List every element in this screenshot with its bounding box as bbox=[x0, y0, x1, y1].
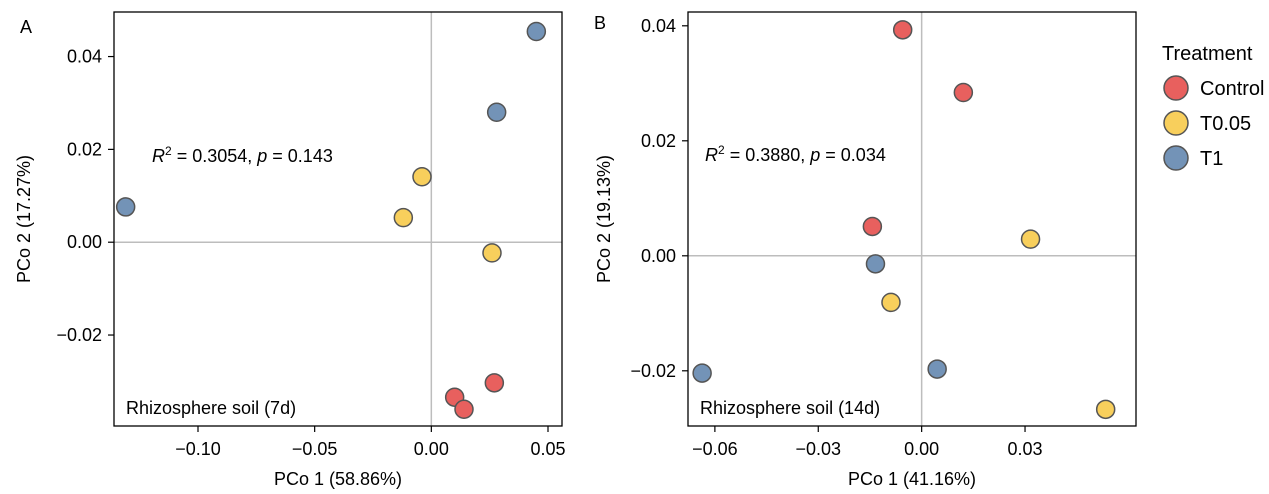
data-point-t005 bbox=[482, 243, 502, 263]
y-tick-label: −0.02 bbox=[630, 361, 676, 381]
data-point-t005 bbox=[412, 167, 432, 187]
panel-label: B bbox=[594, 13, 606, 33]
data-point-t005 bbox=[1095, 399, 1116, 420]
data-point-control bbox=[862, 216, 883, 237]
legend-marker bbox=[1163, 110, 1189, 136]
x-tick-label: −0.10 bbox=[175, 439, 221, 459]
y-tick-label: 0.04 bbox=[641, 16, 676, 36]
legend-title: Treatment bbox=[1162, 43, 1253, 65]
panel-b: −0.06 −0.03 0.00 0.03 −0.02 0.00 0.02 0.04 PCo 1… bbox=[594, 11, 1137, 489]
x-tick-label: 0.05 bbox=[530, 439, 565, 459]
x-tick-label: −0.03 bbox=[795, 439, 841, 459]
legend-label: Control bbox=[1200, 78, 1264, 100]
data-point-t1 bbox=[486, 102, 507, 123]
data-point-t1 bbox=[865, 254, 886, 274]
legend-marker bbox=[1163, 75, 1189, 101]
sample-annotation: Rhizosphere soil (7d) bbox=[126, 398, 296, 418]
legend: Treatment Control T0.05 T1 bbox=[1162, 43, 1264, 171]
data-point-t005 bbox=[1020, 229, 1041, 249]
legend-marker bbox=[1163, 145, 1189, 171]
data-point-t1 bbox=[692, 363, 712, 383]
data-point-control bbox=[484, 373, 505, 393]
data-point-control bbox=[454, 399, 474, 420]
y-axis-label: PCo 2 (19.13%) bbox=[594, 155, 614, 283]
stat-annotation: R2 = 0.3054, p = 0.143 bbox=[152, 144, 333, 166]
data-point-t1 bbox=[115, 197, 136, 217]
data-point-t005 bbox=[881, 292, 901, 313]
data-point-control bbox=[892, 20, 913, 40]
data-point-control bbox=[953, 82, 974, 103]
y-tick-label: −0.02 bbox=[56, 325, 102, 345]
x-tick-label: 0.03 bbox=[1008, 439, 1043, 459]
plot-frame bbox=[687, 11, 1137, 427]
y-tick-label: 0.00 bbox=[641, 246, 676, 266]
sample-annotation: Rhizosphere soil (14d) bbox=[700, 398, 880, 418]
panel-a: −0.10 −0.05 0.00 0.05 −0.02 0.00 0.02 0.04 PCo 1… bbox=[14, 11, 566, 489]
data-point-t1 bbox=[526, 21, 547, 42]
legend-label: T0.05 bbox=[1200, 113, 1251, 135]
y-tick-label: 0.00 bbox=[67, 232, 102, 252]
y-tick-label: 0.02 bbox=[641, 131, 676, 151]
legend-label: T1 bbox=[1200, 148, 1223, 170]
data-point-t1 bbox=[927, 359, 947, 379]
panel-label: A bbox=[20, 17, 32, 37]
x-tick-label: −0.05 bbox=[292, 439, 338, 459]
plot-frame bbox=[113, 11, 563, 427]
y-axis-label: PCo 2 (17.27%) bbox=[14, 155, 34, 283]
y-tick-label: 0.04 bbox=[67, 47, 102, 67]
x-axis-label: PCo 1 (41.16%) bbox=[848, 469, 976, 489]
x-tick-label: −0.06 bbox=[692, 439, 738, 459]
stat-annotation: R2 = 0.3880, p = 0.034 bbox=[705, 143, 886, 165]
x-axis-label: PCo 1 (58.86%) bbox=[274, 469, 402, 489]
x-tick-label: 0.00 bbox=[414, 439, 449, 459]
y-tick-label: 0.02 bbox=[67, 139, 102, 159]
data-point-t005 bbox=[393, 207, 414, 228]
x-tick-label: 0.00 bbox=[904, 439, 939, 459]
